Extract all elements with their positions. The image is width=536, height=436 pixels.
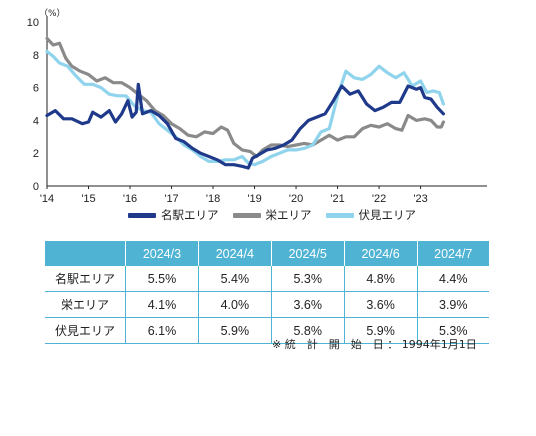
chart-legend: 名駅エリア 栄エリア 伏見エリア [128,207,416,223]
x-tick-label: '20 [289,193,303,205]
chart-series-layer [45,36,445,170]
table-cell: 6.1% [125,317,199,344]
table-cell: 4.4% [417,266,489,292]
table-row-label: 栄エリア [45,291,126,318]
x-tick-label: '15 [81,193,95,205]
vacancy-rate-line-chart: （%） 0 2 4 6 8 10 '14 '15 '16 '17 '18 '19 '20 '21 '22 '23 [27,8,487,205]
vacancy-rate-table: 2024/3 2024/4 2024/5 2024/6 2024/7 名駅エリア… [45,241,489,344]
table-header-cell: 2024/4 [198,241,272,266]
legend-item-fushimi: 伏見エリア [325,207,417,223]
table-cell: 5.4% [198,266,272,292]
legend-swatch-fushimi [325,212,354,218]
table-cell: 3.6% [344,291,418,318]
legend-label-fushimi: 伏見エリア [358,208,417,222]
table-header-row: 2024/3 2024/4 2024/5 2024/6 2024/7 [45,241,489,266]
series-line-2 [45,49,445,167]
table-cell: 5.8% [271,317,345,344]
y-tick-label: 10 [27,17,39,29]
table-row-label: 名駅エリア [45,266,126,292]
table-header-cell [45,241,126,266]
legend-label-sakae: 栄エリア [265,208,312,222]
series-line-0 [45,82,445,170]
table-header-cell: 2024/7 [417,241,489,266]
y-tick-label: 2 [33,148,39,160]
table-cell: 5.5% [125,266,199,292]
table-header-cell: 2024/3 [125,241,199,266]
y-tick-label: 4 [33,115,39,127]
legend-swatch-sakae [232,212,261,218]
table-cell: 3.6% [271,291,345,318]
legend-swatch-meieki [128,212,156,218]
x-tick-label: '17 [164,193,178,205]
table-cell: 5.3% [271,266,345,292]
table-header-cell: 2024/5 [271,241,345,266]
y-tick-label: 6 [33,83,39,95]
y-axis-unit-label: （%） [39,8,66,19]
table-row-label: 伏見エリア [45,317,126,344]
table-row: 名駅エリア 5.5% 5.4% 5.3% 4.8% 4.4% [45,266,489,292]
x-tick-label: '18 [206,193,220,205]
table-cell: 5.9% [198,317,272,344]
series-line-1 [45,36,445,159]
legend-label-meieki: 名駅エリア [161,208,219,222]
x-tick-label: '22 [372,193,386,205]
x-tick-label: '19 [247,193,261,205]
x-tick-label: '16 [123,193,137,205]
x-tick-label: '21 [330,193,344,205]
legend-item-sakae: 栄エリア [232,207,312,223]
table-cell: 4.8% [344,266,418,292]
table-header-cell: 2024/6 [344,241,418,266]
table-cell: 5.3% [417,317,489,344]
x-tick-label: '23 [413,193,427,205]
table-cell: 4.0% [198,291,272,318]
table-row: 栄エリア 4.1% 4.0% 3.6% 3.6% 3.9% [45,291,489,318]
y-tick-label: 8 [33,50,39,62]
table-row: 伏見エリア 6.1% 5.9% 5.8% 5.9% 5.3% [45,317,489,344]
table-cell: 5.9% [344,317,418,344]
x-tick-label: '14 [40,193,54,205]
table-cell: 4.1% [125,291,199,318]
legend-item-meieki: 名駅エリア [128,207,219,223]
statistics-start-note: ※ 統 計 開 始 日 ： 1994年1月1日 [272,338,477,351]
y-tick-label: 0 [33,181,39,193]
table-cell: 3.9% [417,291,489,318]
chart-axes: （%） 0 2 4 6 8 10 '14 '15 '16 '17 '18 '19 '20 '21 '22 '23 [27,8,487,205]
